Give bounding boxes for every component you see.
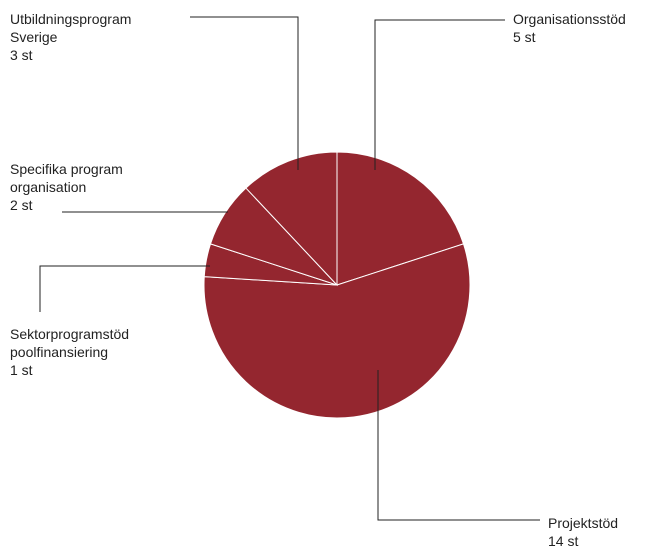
category-name: Organisationsstöd — [513, 11, 626, 27]
value-label: 1 st — [10, 362, 33, 378]
category-name: Specifika program organisation — [10, 161, 123, 195]
leader-line — [374, 19, 505, 170]
slice-label: Projektstöd 14 st — [548, 514, 661, 550]
value-label: 14 st — [548, 533, 579, 549]
leader-line — [190, 16, 299, 170]
category-name: Projektstöd — [548, 515, 619, 531]
value-label: 3 st — [10, 47, 33, 63]
pie-slice — [336, 151, 465, 286]
category-name: Utbildningsprogram Sverige — [10, 11, 132, 45]
leader-line — [39, 265, 210, 312]
value-label: 2 st — [10, 197, 33, 213]
leader-line — [377, 370, 540, 521]
slice-label: Specifika program organisation 2 st — [10, 160, 150, 214]
slice-label: Sektorprogramstöd poolfinansiering 1 st — [10, 325, 150, 379]
category-name: Sektorprogramstöd poolfinansiering — [10, 326, 130, 360]
slice-label: Organisationsstöd 5 st — [513, 10, 653, 46]
value-label: 5 st — [513, 29, 536, 45]
slice-label: Utbildningsprogram Sverige 3 st — [10, 10, 150, 64]
pie-slice — [245, 151, 338, 287]
pie-slice — [203, 243, 471, 419]
